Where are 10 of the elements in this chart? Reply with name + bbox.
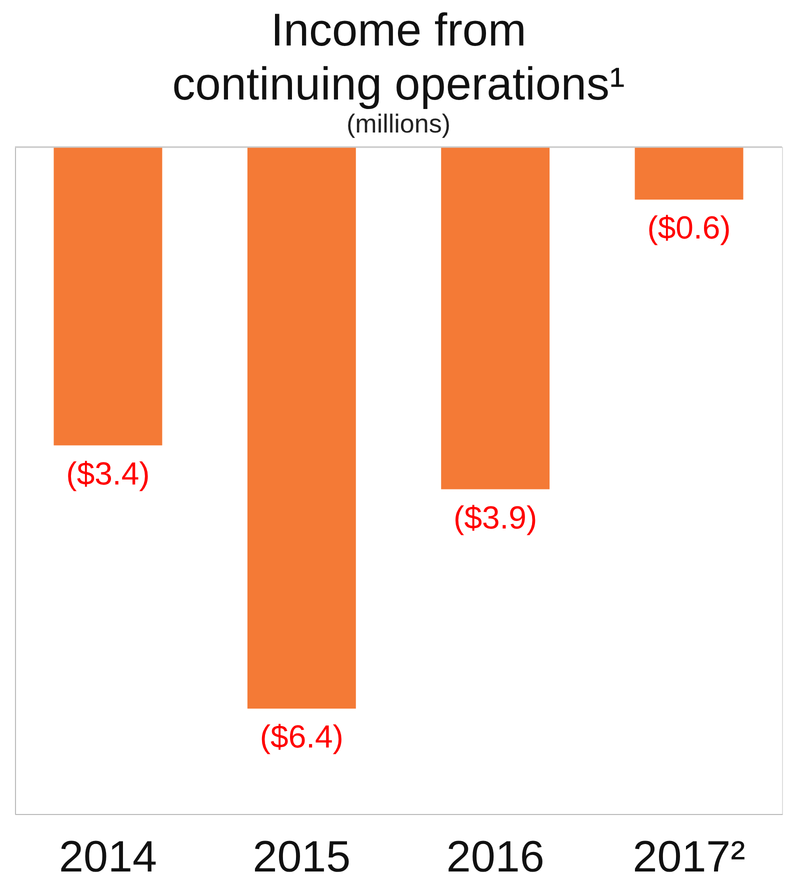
data-label: ($6.4) [260,718,344,755]
data-label: ($3.9) [454,499,538,536]
data-label: ($0.6) [647,210,731,246]
x-tick-label: 2016 [446,832,544,882]
x-tick-label: 2015 [252,832,351,882]
chart-title: Income from continuing operations¹ [172,3,625,110]
x-tick-label: 2017² [632,832,746,882]
chart-subtitle: (millions) [346,108,450,138]
x-tick-label: 2014 [59,832,157,882]
data-label: ($3.4) [66,455,150,492]
